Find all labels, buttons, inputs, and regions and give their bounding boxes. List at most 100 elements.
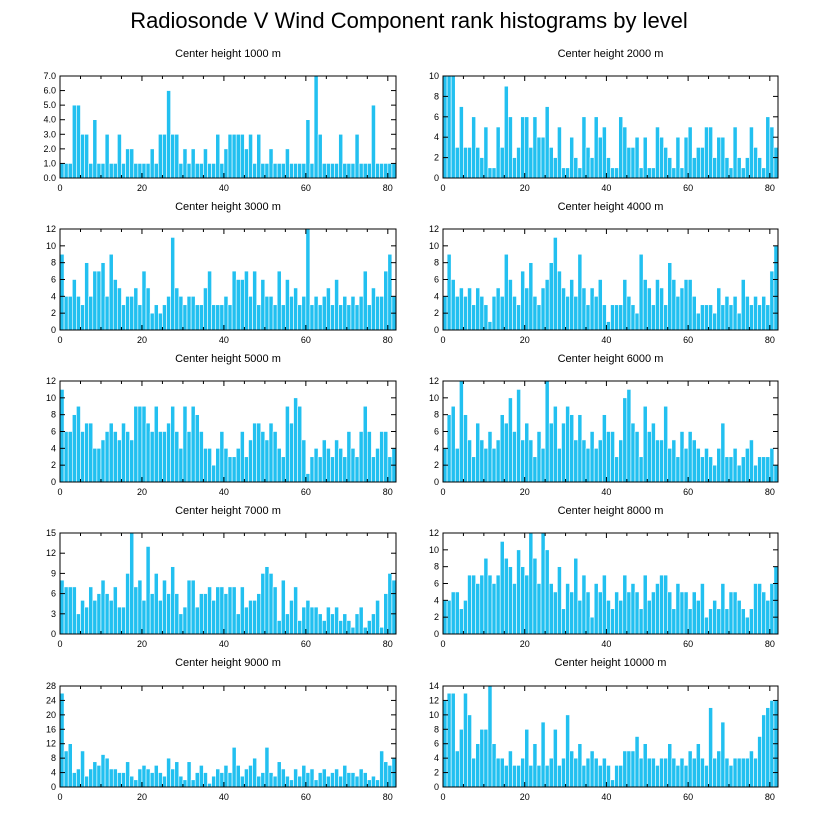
bar xyxy=(121,422,126,483)
y-tick-label: 8 xyxy=(51,753,56,763)
bar xyxy=(630,147,636,179)
bar xyxy=(379,626,385,635)
bar xyxy=(487,431,493,483)
bar xyxy=(483,126,489,179)
bar xyxy=(569,750,575,788)
bar xyxy=(475,422,481,483)
bar xyxy=(651,757,656,788)
bar xyxy=(178,448,184,483)
bar xyxy=(153,765,159,788)
bar xyxy=(104,133,110,179)
bar xyxy=(548,422,554,483)
bar xyxy=(227,586,233,635)
bar xyxy=(162,579,167,635)
bar xyxy=(524,728,530,788)
bar xyxy=(691,591,697,635)
bar xyxy=(84,775,89,788)
bar xyxy=(552,728,558,788)
bar xyxy=(371,287,376,331)
bar xyxy=(387,163,393,179)
bar xyxy=(350,448,356,483)
bar xyxy=(145,163,151,179)
bar xyxy=(231,586,237,635)
bar xyxy=(663,405,668,483)
bar xyxy=(133,163,139,179)
bar xyxy=(285,613,290,635)
y-tick-label: 12 xyxy=(46,224,56,234)
bar xyxy=(622,126,628,179)
bar xyxy=(716,750,722,788)
bar xyxy=(358,768,364,788)
y-tick-label: 0 xyxy=(51,782,56,792)
bar xyxy=(321,768,327,788)
bar xyxy=(215,133,221,179)
x-tick-label: 80 xyxy=(383,183,393,193)
bar xyxy=(207,270,212,331)
bar xyxy=(158,772,163,788)
bar xyxy=(712,464,718,483)
bar xyxy=(387,456,393,483)
bar xyxy=(552,405,558,483)
bar xyxy=(227,772,233,788)
bar xyxy=(552,157,558,179)
bar xyxy=(358,606,364,635)
bar xyxy=(305,473,311,483)
bar xyxy=(203,287,208,331)
y-tick-label: 8 xyxy=(434,91,439,101)
bar xyxy=(137,579,143,635)
bar xyxy=(557,566,562,635)
bar xyxy=(593,757,599,788)
bar xyxy=(675,296,681,331)
bar xyxy=(487,685,493,788)
bar xyxy=(732,296,738,331)
bar xyxy=(174,431,180,483)
bar xyxy=(59,389,65,483)
bar xyxy=(280,163,286,179)
y-tick-label: 10 xyxy=(429,71,439,81)
bar xyxy=(745,448,750,483)
bar xyxy=(740,167,746,179)
bar xyxy=(149,148,155,179)
bar xyxy=(536,431,542,483)
bar xyxy=(671,757,677,788)
bar xyxy=(655,126,660,179)
bar xyxy=(503,422,509,483)
x-tick-label: 80 xyxy=(765,183,775,193)
bar xyxy=(391,579,397,635)
bar xyxy=(276,761,282,788)
bar xyxy=(454,448,460,483)
bar xyxy=(618,765,624,788)
bar xyxy=(512,157,517,179)
bar xyxy=(610,779,615,788)
bar xyxy=(178,296,184,331)
bar xyxy=(757,736,762,788)
bar xyxy=(125,296,130,331)
bar xyxy=(199,765,204,788)
bar xyxy=(749,439,754,483)
bar xyxy=(71,414,77,483)
bar xyxy=(638,608,644,635)
bar xyxy=(92,448,98,483)
bar xyxy=(125,431,130,483)
y-tick-label: 12 xyxy=(46,376,56,386)
y-tick-label: 2 xyxy=(434,460,439,470)
bar xyxy=(557,270,562,331)
bar xyxy=(100,163,106,179)
bar xyxy=(695,312,701,331)
y-tick-label: 0 xyxy=(434,782,439,792)
x-tick-label: 20 xyxy=(137,639,147,649)
bar xyxy=(503,253,509,331)
bar xyxy=(700,583,705,635)
bar xyxy=(194,304,200,331)
bar xyxy=(753,757,758,788)
bar xyxy=(663,757,668,788)
y-tick-label: 10 xyxy=(429,393,439,403)
bar xyxy=(602,414,607,483)
bar xyxy=(59,163,65,179)
bar xyxy=(207,448,212,483)
bar xyxy=(589,431,595,483)
bar xyxy=(499,296,505,331)
x-tick-label: 60 xyxy=(683,183,693,193)
bar xyxy=(158,431,163,483)
bar xyxy=(675,765,681,788)
